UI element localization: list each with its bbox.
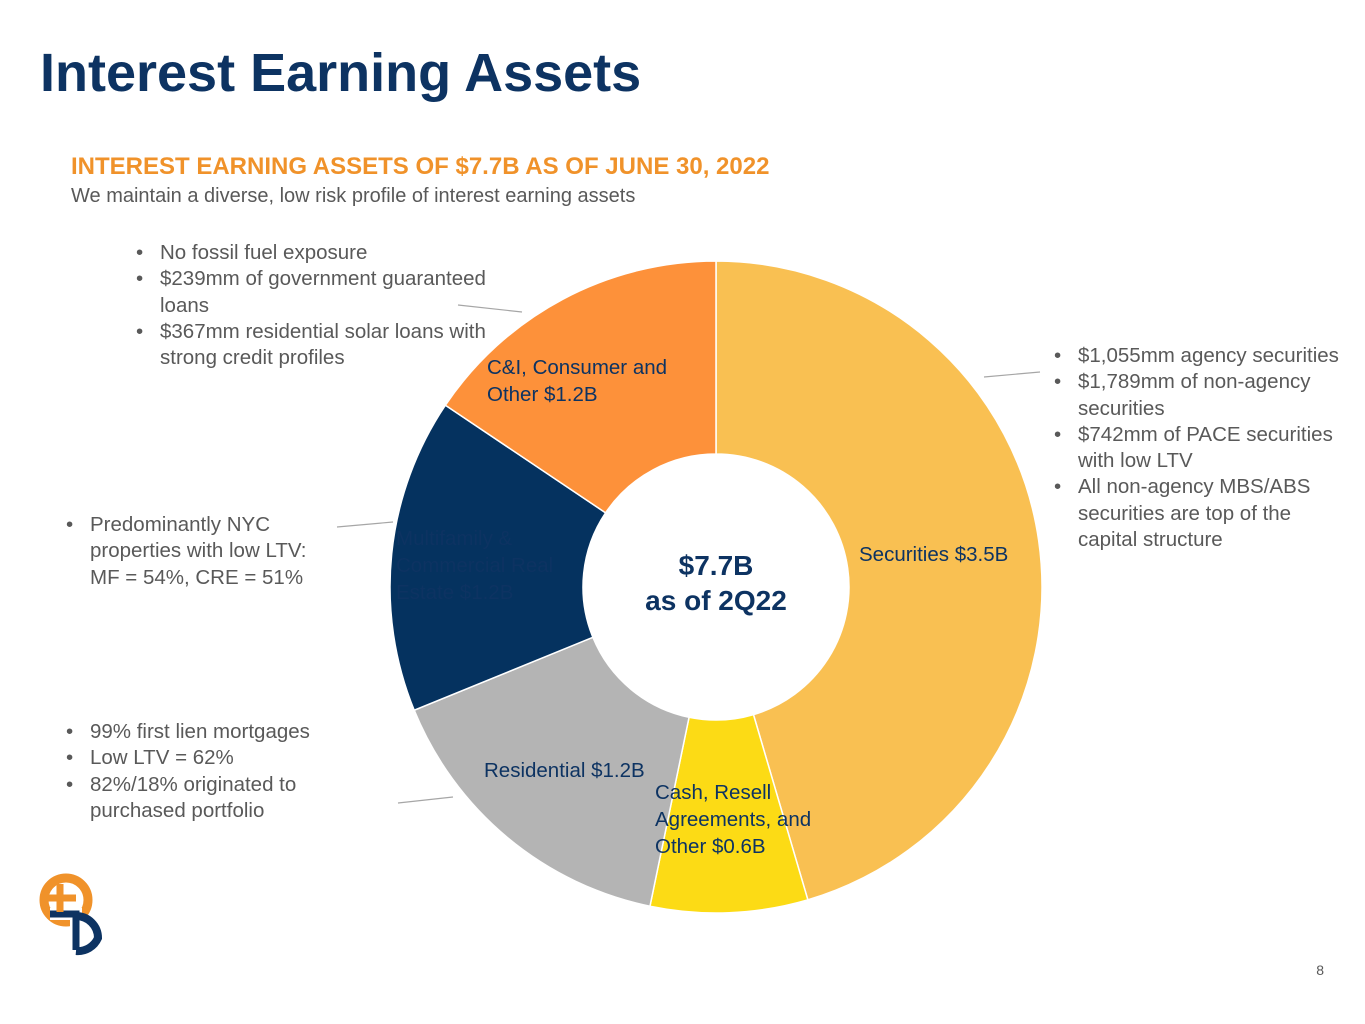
donut-slices bbox=[389, 260, 1043, 914]
ci-note: $239mm of government guaranteed loans bbox=[136, 266, 486, 319]
residential-note: Low LTV = 62% bbox=[66, 745, 356, 772]
slice-label-ci_consumer: C&I, Consumer and Other $1.2B bbox=[487, 356, 667, 406]
residential-note: 82%/18% originated to purchased portfoli… bbox=[66, 772, 356, 825]
ci-note: No fossil fuel exposure bbox=[136, 240, 486, 267]
leader-line-residential bbox=[397, 796, 454, 804]
securities-note: $742mm of PACE securities with low LTV bbox=[1054, 422, 1344, 475]
securities-note: $1,055mm agency securities bbox=[1054, 343, 1344, 370]
securities-note: $1,789mm of non-agency securities bbox=[1054, 369, 1344, 422]
slice-ci_consumer bbox=[444, 260, 717, 514]
ci-note: $367mm residential solar loans with stro… bbox=[136, 319, 486, 372]
slice-multifamily bbox=[389, 404, 607, 712]
page-number: 8 bbox=[1316, 962, 1324, 978]
securities-note: All non-agency MBS/ABS securities are to… bbox=[1054, 474, 1344, 553]
slice-labels: Securities $3.5B Cash, Resell Agreements, … bbox=[396, 356, 1008, 858]
residential-note: 99% first lien mortgages bbox=[66, 719, 356, 746]
residential-notes: 99% first lien mortgages Low LTV = 62% 8… bbox=[66, 719, 356, 824]
center-label-date: as of 2Q22 bbox=[645, 585, 787, 616]
company-logo bbox=[39, 873, 103, 956]
leader-lines bbox=[336, 304, 1041, 804]
ci-notes: No fossil fuel exposure $239mm of govern… bbox=[136, 240, 486, 371]
multifamily-note: Predominantly NYC properties with low LT… bbox=[66, 512, 341, 591]
leader-line-ci bbox=[457, 304, 523, 313]
slice-label-residential: Residential $1.2B bbox=[484, 759, 645, 782]
center-label-total: $7.7B bbox=[679, 550, 754, 581]
leader-line-multifamily bbox=[336, 521, 394, 528]
slice-residential bbox=[413, 636, 690, 908]
slice-label-multifamily: Multifamily & Commercial Real Estate $1.2B bbox=[396, 527, 553, 604]
slice-label-securities: Securities $3.5B bbox=[859, 543, 1008, 566]
slice-securities bbox=[715, 260, 1043, 901]
chart-description: We maintain a diverse, low risk profile … bbox=[71, 185, 636, 207]
page-title: Interest Earning Assets bbox=[40, 43, 642, 103]
multifamily-notes: Predominantly NYC properties with low LT… bbox=[66, 512, 341, 591]
leader-line-securities bbox=[983, 371, 1041, 378]
slice-label-cash: Cash, Resell Agreements, and Other $0.6B bbox=[655, 781, 811, 858]
securities-notes: $1,055mm agency securities $1,789mm of n… bbox=[1054, 343, 1344, 553]
chart-subtitle: INTEREST EARNING ASSETS OF $7.7B AS OF J… bbox=[71, 153, 770, 180]
